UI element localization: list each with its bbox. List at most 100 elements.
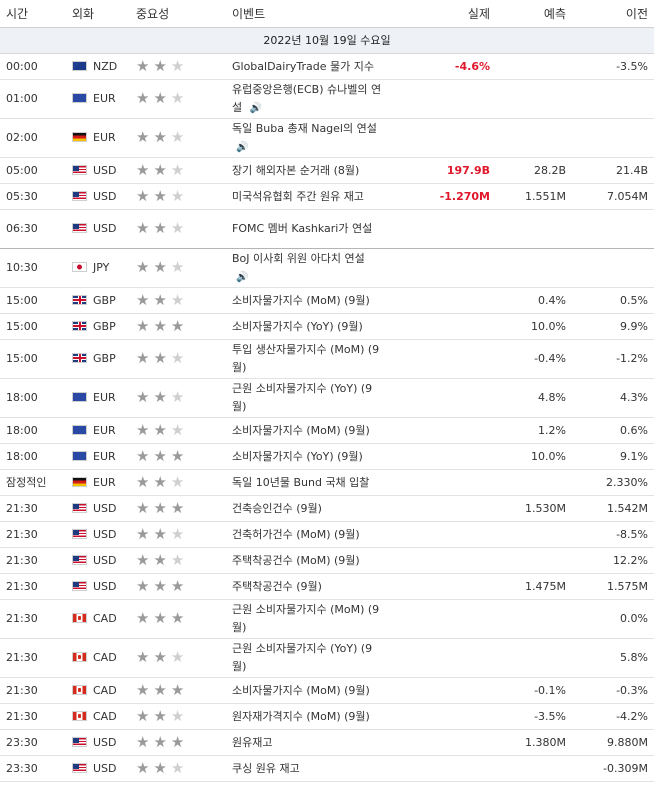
event-title[interactable]: 장기 해외자본 순거래 (8월) <box>232 163 360 177</box>
header-currency[interactable]: 외화 <box>66 0 130 28</box>
event-row[interactable]: 21:30 USD ★★★ 건축승인건수 (9월) 1.530M 1.542M <box>0 495 654 522</box>
event-forecast <box>496 599 572 639</box>
event-title[interactable]: FOMC 멤버 Kashkari가 연설 <box>232 222 373 235</box>
event-name[interactable]: FOMC 멤버 Kashkari가 연설 <box>226 209 412 249</box>
event-title-cont[interactable]: 월) <box>232 361 247 374</box>
event-row[interactable]: 잠정적인 EUR ★★★ 독일 10년물 Bund 국채 입찰 2.330% <box>0 469 654 496</box>
event-row[interactable]: 21:30 USD ★★★ 건축허가건수 (MoM) (9월) -8.5% <box>0 521 654 548</box>
event-name[interactable]: 건축허가건수 (MoM) (9월) <box>226 521 412 548</box>
header-actual[interactable]: 실제 <box>412 0 496 28</box>
event-name[interactable]: GlobalDairyTrade 물가 지수 <box>226 53 412 80</box>
event-title[interactable]: 원유재고 <box>232 735 273 749</box>
event-title[interactable]: 근원 소비자물가지수 (YoY) (9 <box>232 642 373 655</box>
event-row[interactable]: 21:30 USD ★★★ 주택착공건수 (MoM) (9월) 12.2% <box>0 547 654 574</box>
speaker-icon[interactable]: 🔊 <box>236 141 249 153</box>
event-row[interactable]: 21:30 CAD ★★★ 근원 소비자물가지수 (MoM) (9 월) 0.0% <box>0 599 654 639</box>
flag-eu-icon <box>72 450 87 461</box>
event-name[interactable]: 근원 소비자물가지수 (YoY) (9 월) <box>226 378 412 418</box>
event-name[interactable]: 쿠싱 원유 재고 <box>226 755 412 782</box>
event-name[interactable]: 소비자물가지수 (YoY) (9월) <box>226 313 412 340</box>
event-title[interactable]: 근원 소비자물가지수 (YoY) (9 <box>232 382 373 395</box>
event-title[interactable]: 소비자물가지수 (MoM) (9월) <box>232 293 370 307</box>
event-row[interactable]: 02:00 EUR ★★★ 독일 Buba 총재 Nagel의 연설 🔊 <box>0 118 654 158</box>
event-row[interactable]: 15:00 GBP ★★★ 소비자물가지수 (YoY) (9월) 10.0% 9.9% <box>0 313 654 340</box>
event-title[interactable]: BoJ 이사회 위원 아다치 연설 <box>232 251 365 265</box>
flag-nz-icon <box>72 60 87 71</box>
header-event[interactable]: 이벤트 <box>226 0 412 28</box>
event-row[interactable]: 23:30 USD ★★★ 원유재고 1.380M 9.880M <box>0 729 654 756</box>
event-name[interactable]: BoJ 이사회 위원 아다치 연설 🔊 <box>226 248 412 288</box>
event-name[interactable]: 소비자물가지수 (MoM) (9월) <box>226 677 412 704</box>
event-forecast: 1.551M <box>496 183 572 210</box>
flag-eu-icon <box>72 93 87 103</box>
event-row[interactable]: 06:30 USD ★★★ FOMC 멤버 Kashkari가 연설 <box>0 209 654 249</box>
event-name[interactable]: 소비자물가지수 (YoY) (9월) <box>226 443 412 470</box>
event-title[interactable]: 독일 Buba 총재 Nagel의 연설 <box>232 121 377 135</box>
event-row[interactable]: 21:30 USD ★★★ 주택착공건수 (9월) 1.475M 1.575M <box>0 573 654 600</box>
star-icon: ★ <box>170 316 189 335</box>
speaker-icon[interactable]: 🔊 <box>249 102 263 114</box>
event-row[interactable]: 05:00 USD ★★★ 장기 해외자본 순거래 (8월) 197.9B 28.2B 21… <box>0 157 654 184</box>
event-actual <box>412 573 496 600</box>
event-previous: 0.0% <box>572 599 654 639</box>
event-title[interactable]: 소비자물가지수 (YoY) (9월) <box>232 449 363 463</box>
event-title[interactable]: 건축허가건수 (MoM) (9월) <box>232 527 360 541</box>
currency-code: CAD <box>93 683 117 697</box>
event-title[interactable]: 주택착공건수 (9월) <box>232 579 322 593</box>
event-title-cont[interactable]: 월) <box>232 621 247 634</box>
event-row[interactable]: 23:30 USD ★★★ 쿠싱 원유 재고 -0.309M <box>0 755 654 782</box>
event-row[interactable]: 18:00 EUR ★★★ 소비자물가지수 (YoY) (9월) 10.0% 9.1% <box>0 443 654 470</box>
event-name[interactable]: 장기 해외자본 순거래 (8월) <box>226 157 412 184</box>
event-name[interactable]: 주택착공건수 (9월) <box>226 573 412 600</box>
event-name[interactable]: 소비자물가지수 (MoM) (9월) <box>226 287 412 314</box>
event-title[interactable]: GlobalDairyTrade 물가 지수 <box>232 59 374 73</box>
event-name[interactable]: 소비자물가지수 (MoM) (9월) <box>226 417 412 444</box>
event-time: 21:30 <box>0 495 66 522</box>
header-forecast[interactable]: 예측 <box>496 0 572 28</box>
event-name[interactable]: 독일 Buba 총재 Nagel의 연설 🔊 <box>226 118 412 158</box>
event-name[interactable]: 독일 10년물 Bund 국채 입찰 <box>226 469 412 496</box>
event-name[interactable]: 원자재가격지수 (MoM) (9월) <box>226 703 412 730</box>
event-name[interactable]: 미국석유협회 주간 원유 재고 <box>226 183 412 210</box>
star-icon: ★ <box>136 160 154 179</box>
event-title[interactable]: 주택착공건수 (MoM) (9월) <box>232 553 360 567</box>
event-title[interactable]: 투입 생산자물가지수 (MoM) (9 <box>232 343 380 356</box>
event-title-cont[interactable]: 월) <box>232 660 247 673</box>
event-name[interactable]: 주택착공건수 (MoM) (9월) <box>226 547 412 574</box>
event-title[interactable]: 소비자물가지수 (YoY) (9월) <box>232 319 363 333</box>
event-row[interactable]: 21:30 CAD ★★★ 소비자물가지수 (MoM) (9월) -0.1% -0.3% <box>0 677 654 704</box>
header-previous[interactable]: 이전 <box>572 0 654 28</box>
event-title-cont[interactable]: 월) <box>232 400 247 413</box>
event-name[interactable]: 근원 소비자물가지수 (MoM) (9 월) <box>226 599 412 639</box>
event-row[interactable]: 18:00 EUR ★★★ 소비자물가지수 (MoM) (9월) 1.2% 0.6% <box>0 417 654 444</box>
event-previous: 12.2% <box>572 547 654 574</box>
event-title[interactable]: 독일 10년물 Bund 국채 입찰 <box>232 475 370 489</box>
event-name[interactable]: 근원 소비자물가지수 (YoY) (9 월) <box>226 638 412 678</box>
event-name[interactable]: 원유재고 <box>226 729 412 756</box>
event-row[interactable]: 18:00 EUR ★★★ 근원 소비자물가지수 (YoY) (9 월) 4.8% 4.3% <box>0 378 654 418</box>
header-importance[interactable]: 중요성 <box>130 0 226 28</box>
event-title[interactable]: 원자재가격지수 (MoM) (9월) <box>232 709 370 723</box>
event-row[interactable]: 15:00 GBP ★★★ 투입 생산자물가지수 (MoM) (9 월) -0.4% -1.… <box>0 339 654 379</box>
event-title-cont[interactable]: 설 <box>232 100 243 114</box>
event-title[interactable]: 유럽중앙은행(ECB) 슈나벨의 연 <box>232 82 382 96</box>
date-row: 2022년 10월 19일 수요일 <box>0 27 654 54</box>
event-name[interactable]: 건축승인건수 (9월) <box>226 495 412 522</box>
header-time[interactable]: 시간 <box>0 0 66 28</box>
event-title[interactable]: 근원 소비자물가지수 (MoM) (9 <box>232 603 380 616</box>
event-title[interactable]: 쿠싱 원유 재고 <box>232 761 300 775</box>
event-row[interactable]: 05:30 USD ★★★ 미국석유협회 주간 원유 재고 -1.270M 1.551M 7… <box>0 183 654 210</box>
speaker-icon[interactable]: 🔊 <box>236 271 249 283</box>
event-row[interactable]: 10:30 JPY ★★★ BoJ 이사회 위원 아다치 연설 🔊 <box>0 248 654 288</box>
event-row[interactable]: 21:30 CAD ★★★ 원자재가격지수 (MoM) (9월) -3.5% -4.2% <box>0 703 654 730</box>
event-title[interactable]: 소비자물가지수 (MoM) (9월) <box>232 683 370 697</box>
event-row[interactable]: 15:00 GBP ★★★ 소비자물가지수 (MoM) (9월) 0.4% 0.5% <box>0 287 654 314</box>
event-title[interactable]: 미국석유협회 주간 원유 재고 <box>232 189 364 203</box>
event-row[interactable]: 00:00 NZD ★★★ GlobalDairyTrade 물가 지수 -4.6% -3… <box>0 53 654 80</box>
event-row[interactable]: 21:30 CAD ★★★ 근원 소비자물가지수 (YoY) (9 월) 5.8% <box>0 638 654 678</box>
event-title[interactable]: 소비자물가지수 (MoM) (9월) <box>232 423 370 437</box>
event-title[interactable]: 건축승인건수 (9월) <box>232 501 322 515</box>
event-name[interactable]: 투입 생산자물가지수 (MoM) (9 월) <box>226 339 412 379</box>
